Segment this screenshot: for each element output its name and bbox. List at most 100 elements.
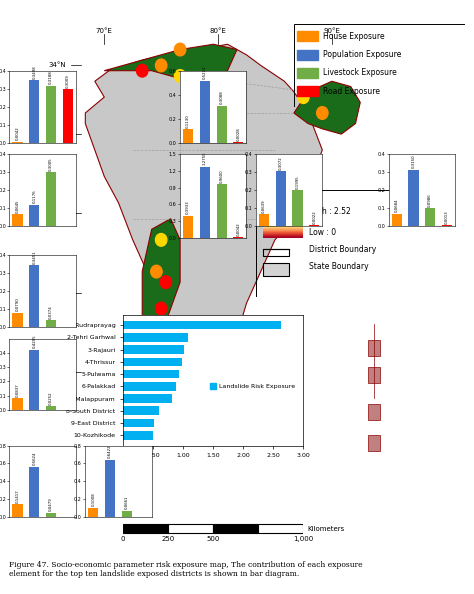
Text: State Boundary: State Boundary	[309, 262, 369, 271]
Text: Population Exposure: Population Exposure	[323, 50, 401, 59]
Text: 90°E: 90°E	[323, 28, 340, 34]
Bar	[425, 208, 435, 226]
Circle shape	[155, 302, 167, 315]
Bar	[297, 49, 318, 59]
Bar	[213, 524, 258, 533]
Bar	[168, 524, 213, 533]
Bar	[392, 213, 402, 226]
Text: 0.0042: 0.0042	[237, 222, 240, 236]
Bar	[368, 435, 380, 451]
Text: 0.0374: 0.0374	[49, 305, 53, 318]
Bar	[46, 513, 56, 517]
Text: 0.3088: 0.3088	[219, 91, 224, 105]
Bar	[263, 263, 289, 276]
Bar	[200, 81, 210, 143]
Text: House Exposure: House Exposure	[323, 31, 384, 41]
Bar	[123, 369, 179, 378]
Polygon shape	[104, 45, 237, 81]
Text: Landslide Risk Exposure: Landslide Risk Exposure	[219, 384, 295, 389]
Text: Road Exposure: Road Exposure	[323, 87, 380, 96]
Bar	[292, 190, 302, 226]
Text: 0.4205: 0.4205	[32, 335, 36, 349]
Bar	[123, 419, 155, 427]
Bar	[368, 340, 380, 356]
Text: District Boundary: District Boundary	[309, 245, 376, 254]
Text: 0.0022: 0.0022	[312, 210, 316, 224]
Bar	[259, 214, 269, 226]
Bar	[29, 205, 39, 226]
Text: 0.0252: 0.0252	[49, 391, 53, 405]
Bar	[46, 406, 56, 410]
Text: 28°N: 28°N	[49, 131, 66, 137]
Polygon shape	[294, 81, 360, 134]
Bar	[123, 358, 182, 366]
Bar	[123, 345, 184, 354]
Bar	[105, 460, 115, 517]
Circle shape	[155, 59, 167, 72]
Text: 0.0013: 0.0013	[445, 210, 449, 224]
Bar	[12, 398, 23, 410]
Text: 80°E: 80°E	[210, 28, 227, 34]
Bar	[200, 167, 210, 238]
Polygon shape	[142, 219, 180, 346]
Text: 0.1995: 0.1995	[295, 175, 300, 189]
Text: 0: 0	[121, 536, 126, 542]
Text: 250: 250	[162, 536, 175, 542]
Bar	[368, 366, 380, 383]
Text: Value: Value	[263, 196, 289, 205]
Bar	[46, 320, 56, 327]
Bar	[123, 382, 176, 391]
Circle shape	[160, 276, 172, 289]
Bar	[63, 89, 73, 143]
Text: 0.1417: 0.1417	[16, 489, 19, 503]
Bar	[12, 142, 23, 143]
Text: 0.9600: 0.9600	[219, 169, 224, 183]
Bar	[123, 406, 159, 415]
Bar	[217, 106, 227, 143]
Text: 0.0028: 0.0028	[237, 127, 240, 141]
Bar	[217, 184, 227, 238]
Text: 0.1008: 0.1008	[91, 492, 95, 506]
Bar	[29, 80, 39, 143]
Bar	[46, 86, 56, 143]
Bar	[123, 394, 173, 403]
Text: 0.3451: 0.3451	[32, 250, 36, 264]
Text: 0.0661: 0.0661	[125, 496, 129, 510]
Bar	[46, 172, 56, 226]
Text: 0.3188: 0.3188	[49, 71, 53, 84]
Text: 500: 500	[207, 536, 220, 542]
Bar	[29, 467, 39, 517]
Text: 0.0042: 0.0042	[16, 127, 19, 140]
Circle shape	[174, 43, 186, 56]
Bar	[263, 249, 289, 257]
Bar	[297, 86, 318, 96]
Bar	[297, 31, 318, 41]
Text: High : 2.52: High : 2.52	[309, 207, 351, 216]
Text: 16°N: 16°N	[49, 290, 66, 296]
Bar	[123, 431, 153, 440]
Bar	[297, 68, 318, 78]
Text: 0.5624: 0.5624	[32, 452, 36, 465]
Text: 1.2755: 1.2755	[203, 151, 207, 165]
Bar	[12, 504, 23, 517]
Circle shape	[151, 266, 162, 278]
Bar	[29, 350, 39, 410]
Bar	[183, 216, 193, 238]
Text: Livestock Exposure: Livestock Exposure	[323, 68, 397, 77]
Text: 0.6422: 0.6422	[108, 444, 112, 458]
Bar	[183, 129, 193, 143]
Bar	[123, 333, 188, 342]
Bar	[88, 508, 99, 517]
Bar	[276, 171, 286, 226]
Text: 10°N: 10°N	[49, 369, 66, 375]
Text: 0.0684: 0.0684	[395, 198, 399, 212]
Text: 70°E: 70°E	[96, 28, 113, 34]
Bar	[122, 511, 132, 517]
Text: 0.0479: 0.0479	[49, 497, 53, 511]
Text: Low : 0: Low : 0	[309, 228, 336, 237]
Bar	[368, 404, 380, 419]
Text: 0.5221: 0.5221	[203, 65, 207, 79]
Bar	[123, 524, 168, 533]
Text: 0.3150: 0.3150	[411, 154, 416, 168]
Text: 0.0639: 0.0639	[262, 199, 266, 213]
